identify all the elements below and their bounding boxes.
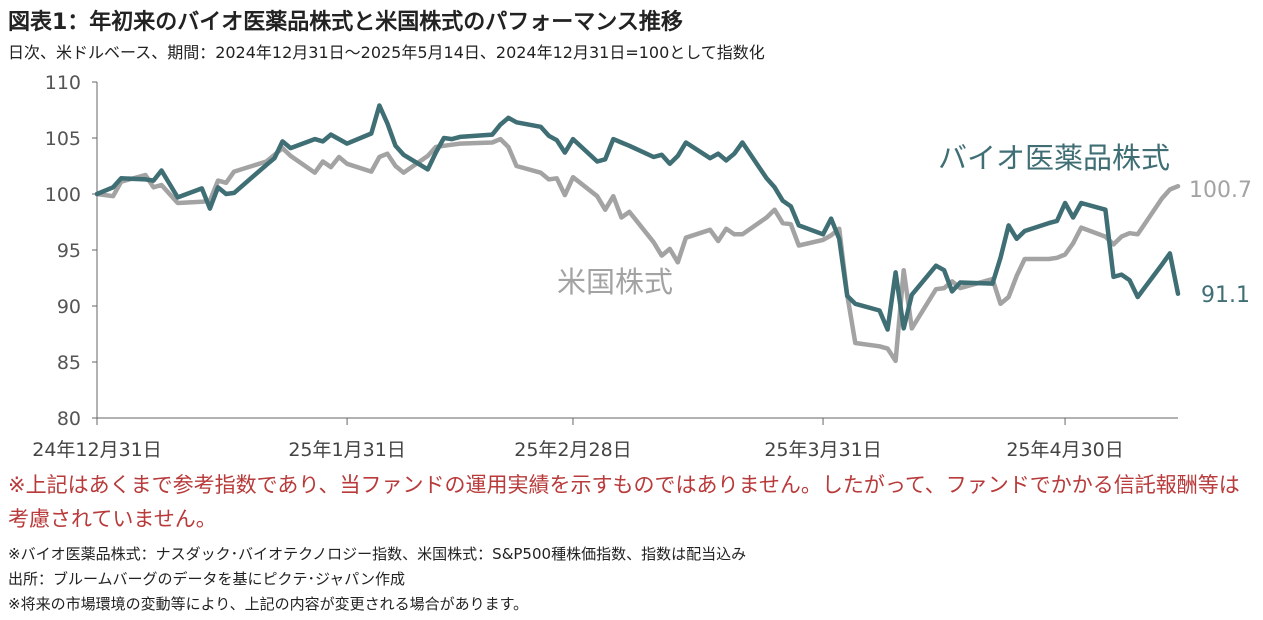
x-tick-label: 25年2月28日 (514, 439, 631, 461)
y-tick-label: 95 (57, 240, 81, 262)
footnote-disclaimer: ※将来の市場環境の変動等により、上記の内容が変更される場合があります。 (8, 595, 529, 613)
chart-series (94, 103, 1181, 364)
x-tick-label: 25年1月31日 (288, 439, 405, 461)
y-tick-label: 85 (57, 352, 81, 374)
data-label: 91.1 (1201, 283, 1250, 308)
chart-subtitle: 日次、米ドルベース、期間：2024年12月31日～2025年5月14日、2024… (8, 43, 765, 62)
y-tick-label: 80 (57, 408, 81, 430)
y-tick-label: 90 (57, 296, 81, 318)
series-line (94, 136, 1181, 364)
x-tick-label: 25年4月30日 (1006, 439, 1123, 461)
line-chart: 80 85 90 95 100 105 110 24年12月31日 25年1月31日 25年2月2… (32, 72, 1252, 461)
y-tick-label: 100 (45, 184, 81, 206)
y-tick-label: 110 (45, 72, 81, 94)
footnote-source: 出所：ブルームバーグのデータを基にピクテ･ジャパン作成 (8, 570, 406, 588)
data-label: 100.7 (1189, 178, 1252, 203)
disclaimer-notice: ※上記はあくまで参考指数であり、当ファンドの運用実績を示すものではありません。し… (8, 473, 1240, 531)
series-label: 米国株式 (557, 265, 673, 299)
chart-title: 図表1：年初来のバイオ医薬品株式と米国株式のパフォーマンス推移 (8, 10, 683, 35)
y-tick-label: 105 (45, 128, 81, 150)
series-line (94, 103, 1181, 332)
series-label: バイオ医薬品株式 (938, 141, 1170, 175)
x-tick-label: 25年3月31日 (764, 439, 881, 461)
chart-axes: 80 85 90 95 100 105 110 24年12月31日 25年1月31日 25年2月2… (32, 72, 1178, 461)
x-tick-label: 24年12月31日 (32, 439, 162, 461)
footnote-index-definition: ※バイオ医薬品株式：ナスダック･バイオテクノロジー指数、米国株式：S&P500種… (8, 545, 747, 563)
footnotes: ※バイオ医薬品株式：ナスダック･バイオテクノロジー指数、米国株式：S&P500種… (8, 542, 1253, 617)
